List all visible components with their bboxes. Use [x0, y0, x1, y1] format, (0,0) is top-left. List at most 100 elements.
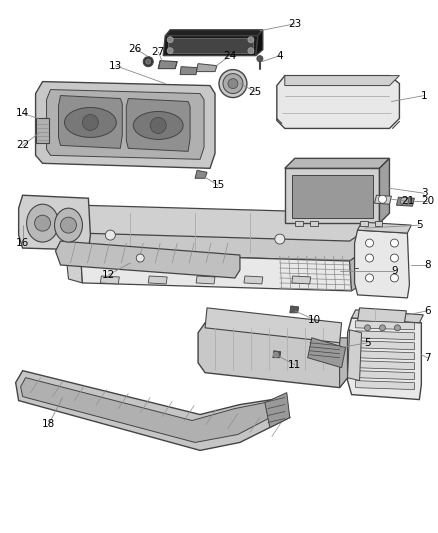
Polygon shape	[356, 370, 414, 379]
Polygon shape	[196, 276, 215, 284]
Polygon shape	[292, 276, 311, 284]
Polygon shape	[195, 171, 207, 178]
Circle shape	[400, 197, 408, 205]
Polygon shape	[100, 276, 119, 284]
Polygon shape	[360, 221, 367, 226]
Circle shape	[379, 325, 385, 331]
Polygon shape	[196, 63, 217, 71]
Text: 23: 23	[288, 19, 301, 29]
Polygon shape	[273, 351, 281, 358]
Polygon shape	[46, 90, 204, 159]
Text: 14: 14	[16, 109, 29, 118]
Polygon shape	[66, 213, 364, 261]
Polygon shape	[285, 168, 379, 223]
Text: 15: 15	[212, 180, 225, 190]
Polygon shape	[277, 76, 399, 128]
Polygon shape	[295, 221, 303, 226]
Circle shape	[273, 352, 278, 357]
Polygon shape	[265, 393, 290, 427]
Polygon shape	[66, 249, 82, 283]
Polygon shape	[357, 308, 406, 323]
Circle shape	[390, 274, 399, 282]
Ellipse shape	[133, 111, 183, 140]
Text: 11: 11	[288, 360, 301, 370]
Polygon shape	[180, 67, 197, 75]
Text: 20: 20	[421, 196, 434, 206]
Polygon shape	[198, 323, 348, 387]
Circle shape	[223, 74, 243, 94]
Circle shape	[219, 70, 247, 98]
Polygon shape	[244, 276, 263, 284]
Polygon shape	[158, 61, 177, 69]
Text: 16: 16	[16, 238, 29, 248]
Polygon shape	[163, 36, 258, 55]
Polygon shape	[16, 370, 290, 450]
Text: 27: 27	[152, 47, 165, 56]
Circle shape	[228, 78, 238, 88]
Circle shape	[150, 117, 166, 133]
Circle shape	[366, 239, 374, 247]
Text: 24: 24	[223, 51, 237, 61]
Polygon shape	[19, 195, 90, 250]
Polygon shape	[205, 308, 342, 343]
Text: 26: 26	[129, 44, 142, 54]
Text: 3: 3	[421, 188, 427, 198]
Circle shape	[395, 325, 400, 331]
Polygon shape	[356, 331, 414, 340]
Text: 8: 8	[424, 260, 431, 270]
Text: 5: 5	[364, 338, 371, 348]
Polygon shape	[165, 30, 263, 36]
Circle shape	[248, 37, 254, 43]
Circle shape	[257, 55, 263, 62]
Polygon shape	[348, 330, 361, 381]
Polygon shape	[66, 205, 364, 241]
Polygon shape	[59, 95, 122, 148]
Text: 4: 4	[276, 51, 283, 61]
Polygon shape	[356, 381, 414, 390]
Polygon shape	[379, 158, 389, 223]
Polygon shape	[357, 222, 411, 233]
Polygon shape	[374, 195, 392, 204]
Circle shape	[167, 37, 173, 43]
Polygon shape	[356, 361, 414, 370]
Circle shape	[366, 254, 374, 262]
Polygon shape	[148, 276, 167, 284]
Text: 1: 1	[421, 91, 427, 101]
Polygon shape	[310, 221, 318, 226]
Ellipse shape	[27, 204, 59, 242]
Polygon shape	[35, 82, 215, 168]
Circle shape	[35, 215, 50, 231]
Polygon shape	[256, 30, 263, 55]
Polygon shape	[350, 251, 367, 291]
Polygon shape	[292, 175, 372, 218]
Polygon shape	[285, 158, 389, 168]
Circle shape	[106, 230, 115, 240]
Circle shape	[82, 115, 99, 131]
Circle shape	[143, 56, 153, 67]
Circle shape	[146, 59, 151, 64]
Polygon shape	[308, 338, 346, 368]
Circle shape	[275, 234, 285, 244]
Polygon shape	[348, 318, 421, 400]
Text: 13: 13	[109, 61, 122, 71]
Circle shape	[167, 47, 173, 54]
Polygon shape	[81, 253, 352, 291]
Circle shape	[248, 47, 254, 54]
Polygon shape	[21, 378, 280, 442]
Polygon shape	[356, 351, 414, 360]
Polygon shape	[339, 338, 348, 387]
Polygon shape	[168, 38, 253, 53]
Polygon shape	[35, 118, 49, 143]
Polygon shape	[126, 99, 190, 151]
Polygon shape	[290, 306, 299, 313]
Text: 22: 22	[16, 140, 29, 150]
Polygon shape	[356, 341, 414, 350]
Ellipse shape	[64, 108, 117, 138]
Text: 10: 10	[308, 315, 321, 325]
Ellipse shape	[54, 208, 82, 242]
Circle shape	[364, 325, 371, 331]
Circle shape	[60, 217, 77, 233]
Text: 7: 7	[424, 353, 431, 363]
Polygon shape	[356, 321, 414, 330]
Circle shape	[390, 239, 399, 247]
